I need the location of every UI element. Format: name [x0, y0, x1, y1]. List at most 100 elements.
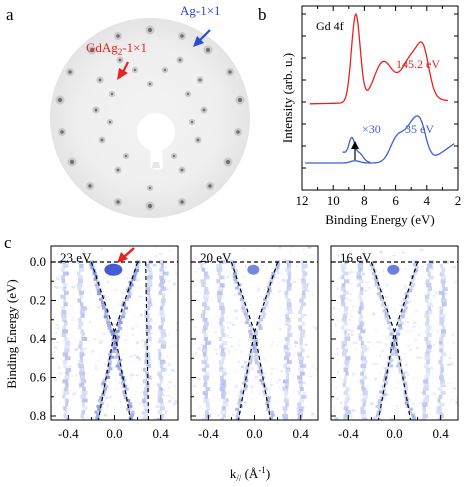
band-streak: [361, 433, 365, 437]
cone-intensity: [232, 425, 236, 428]
band-streak: [78, 363, 84, 368]
speckle: [64, 388, 67, 392]
band-streak: [81, 433, 86, 437]
speckle: [351, 333, 354, 336]
speckle: [102, 332, 106, 335]
band-streak: [61, 306, 66, 311]
x-tick-label: 8: [361, 193, 368, 208]
blue-energy-label: 35 eV: [405, 122, 434, 136]
speckle: [214, 348, 218, 351]
speckle: [281, 386, 284, 390]
speckle: [171, 412, 173, 414]
speckle: [273, 278, 278, 280]
cone-intensity: [260, 309, 265, 313]
band-streak: [160, 263, 164, 268]
band-streak: [160, 313, 166, 318]
speckle: [141, 339, 144, 342]
speckle: [265, 359, 267, 361]
speckle: [130, 327, 135, 330]
k-tick-label: 0.4: [293, 426, 310, 441]
speckle: [429, 366, 434, 370]
speckle: [53, 346, 58, 349]
band-streak: [300, 313, 305, 318]
speckle: [241, 366, 244, 368]
band-streak: [205, 410, 209, 415]
band-streak: [441, 267, 446, 272]
band-streak: [285, 371, 290, 376]
speckle: [309, 314, 312, 316]
band-streak: [427, 306, 431, 311]
band-streak: [81, 417, 86, 420]
speckle: [402, 323, 405, 325]
cone-intensity: [372, 416, 377, 420]
speckle: [424, 273, 429, 276]
band-streak: [202, 417, 208, 420]
speckle: [229, 337, 233, 339]
leed-spot: [94, 108, 98, 112]
speckle: [141, 332, 143, 334]
speckle: [126, 339, 129, 342]
speckle: [161, 293, 166, 295]
speckle: [258, 379, 260, 381]
band-streak: [282, 379, 289, 384]
band-streak: [200, 283, 206, 288]
band-streak: [204, 394, 208, 399]
speckle: [51, 353, 53, 356]
cone-intensity: [242, 303, 247, 307]
cone-intensity: [99, 401, 104, 405]
speckle: [397, 380, 399, 383]
panel-b-x-tick-labels: 12 10 8 6 4 2: [296, 193, 462, 208]
leed-spot: [208, 184, 212, 188]
speckle: [254, 375, 259, 378]
speckle: [401, 251, 406, 254]
band-streak: [284, 294, 289, 299]
speckle: [252, 262, 254, 265]
band-streak: [160, 344, 166, 349]
band-streak: [148, 271, 153, 276]
band-streak: [362, 367, 366, 372]
band-streak: [439, 379, 445, 384]
band-streak: [203, 375, 210, 380]
band-streak: [220, 422, 226, 426]
band-streak: [202, 352, 207, 357]
speckle: [146, 372, 149, 375]
speckle: [139, 276, 142, 279]
band-streak: [79, 340, 83, 345]
cone-intensity: [121, 312, 126, 316]
fermi-blob: [104, 263, 123, 276]
speckle: [195, 299, 199, 302]
speckle: [374, 330, 378, 332]
speckle: [276, 344, 280, 346]
speckle: [408, 349, 413, 351]
speckle: [302, 392, 305, 394]
speckle: [417, 333, 421, 337]
band-streak: [425, 422, 430, 426]
cone-intensity: [127, 292, 132, 296]
speckle: [388, 375, 392, 377]
speckle: [234, 385, 237, 389]
band-streak: [160, 367, 167, 372]
cone-intensity: [104, 312, 109, 316]
band-streak: [200, 279, 206, 284]
band-streak: [61, 313, 67, 318]
cone-intensity: [389, 358, 394, 362]
cone-intensity: [415, 431, 419, 434]
cone-intensity: [113, 341, 118, 345]
speckle: [314, 327, 318, 330]
speckle: [395, 416, 399, 418]
band-streak: [141, 410, 148, 415]
band-streak: [157, 390, 164, 395]
cone-intensity: [115, 329, 120, 333]
band-streak: [64, 340, 71, 345]
speckle: [215, 345, 217, 347]
cone-intensity: [251, 341, 256, 345]
speckle: [422, 405, 426, 408]
cone-intensity: [404, 401, 409, 405]
speckle: [348, 318, 351, 321]
speckle: [361, 408, 366, 410]
band-streak: [158, 290, 163, 295]
band-streak: [344, 306, 349, 311]
cone-intensity: [130, 410, 135, 414]
cone-intensity: [256, 321, 261, 325]
speckle: [243, 360, 248, 364]
